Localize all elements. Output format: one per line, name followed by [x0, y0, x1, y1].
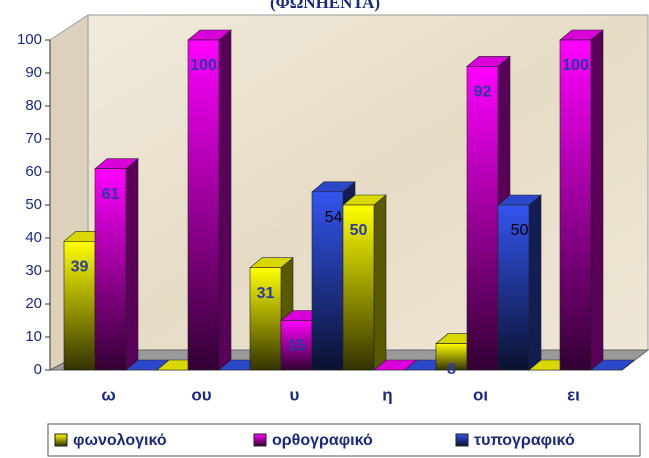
bar-front — [559, 39, 592, 371]
bar-front — [497, 204, 530, 371]
legend-label: τυπογραφικό — [474, 432, 575, 449]
bar — [590, 359, 635, 371]
bar-front — [94, 168, 127, 371]
data-label: 31 — [257, 285, 275, 302]
data-label: 61 — [102, 186, 120, 203]
y-tick-label: 20 — [25, 295, 42, 312]
bar-front — [466, 66, 499, 371]
bar — [94, 158, 139, 371]
y-tick-label: 100 — [17, 31, 42, 48]
y-tick-label: 40 — [25, 229, 42, 246]
bar — [559, 29, 604, 371]
x-tick-label: υ — [290, 385, 300, 404]
data-label: 39 — [71, 259, 89, 276]
data-label: 50 — [511, 222, 529, 239]
x-tick-label: οι — [473, 385, 488, 404]
bar — [249, 257, 294, 371]
bar — [187, 29, 232, 371]
legend-swatch — [455, 433, 469, 447]
y-tick-label: 70 — [25, 130, 42, 147]
data-label: 54 — [325, 209, 343, 226]
x-tick-label: ου — [191, 385, 211, 404]
data-label: 50 — [350, 222, 368, 239]
bar-front — [280, 320, 313, 371]
data-label: 100 — [562, 57, 589, 74]
bar-front — [435, 343, 468, 371]
bar-front — [249, 267, 282, 371]
y-tick-label: 50 — [25, 196, 42, 213]
legend-swatch — [54, 433, 68, 447]
bar-side — [373, 194, 387, 371]
legend — [47, 423, 641, 457]
bar-front — [311, 191, 344, 371]
y-tick-label: 10 — [25, 328, 42, 345]
bar-side — [590, 29, 604, 371]
legend-label: ορθογραφικό — [272, 432, 373, 449]
data-label: 100 — [190, 57, 217, 74]
y-tick-label: 80 — [25, 97, 42, 114]
data-label: 15 — [288, 338, 306, 355]
bar-side — [528, 194, 542, 371]
data-label: 92 — [474, 84, 492, 101]
bar-front — [187, 39, 220, 371]
bar — [342, 194, 387, 371]
x-tick-label: η — [382, 385, 392, 404]
y-tick-label: 90 — [25, 64, 42, 81]
bar-front — [342, 204, 375, 371]
bar-side — [125, 158, 139, 371]
bar-top — [590, 359, 635, 371]
chart-title: (ΦΩΝΗΕΝΤΑ) — [270, 0, 380, 12]
legend-label: φωνολογικό — [73, 432, 167, 449]
y-tick-label: 0 — [34, 361, 42, 378]
x-tick-label: ει — [567, 385, 580, 404]
data-label: 8 — [447, 361, 456, 378]
legend-swatch — [253, 433, 267, 447]
y-tick-label: 60 — [25, 163, 42, 180]
x-tick-label: ω — [101, 385, 115, 404]
bar — [497, 194, 542, 371]
y-tick-label: 30 — [25, 262, 42, 279]
bar-front — [63, 241, 96, 371]
bar-side — [218, 29, 232, 371]
